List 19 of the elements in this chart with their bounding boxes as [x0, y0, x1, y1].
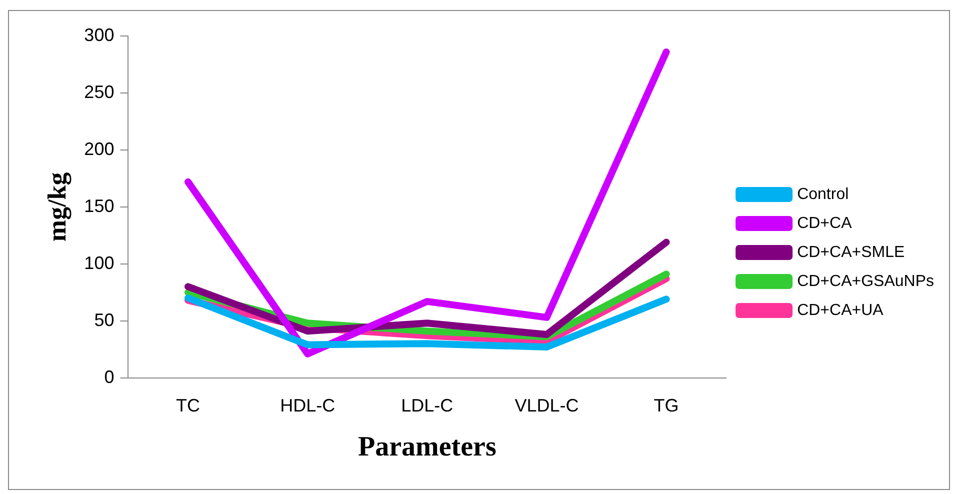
y-axis-title: mg/kg	[42, 172, 72, 242]
x-tick-label: HDL-C	[280, 396, 336, 416]
y-tick-label: 0	[104, 366, 114, 387]
x-tick-label: TG	[654, 396, 679, 416]
y-tick-label: 200	[84, 138, 114, 159]
legend-label: CD+CA	[797, 214, 852, 232]
y-tick-label: 100	[84, 252, 114, 273]
legend-label: CD+CA+UA	[797, 302, 884, 319]
y-tick-label: 250	[84, 82, 114, 102]
y-tick-label: 150	[84, 196, 114, 216]
x-tick-label: LDL-C	[401, 396, 454, 416]
legend-label: Control	[797, 186, 849, 203]
y-tick-label: 300	[84, 24, 114, 45]
legend-label: CD+CA+GSAuNPs	[797, 272, 934, 290]
y-tick-label: 50	[94, 310, 114, 330]
x-tick-label: VLDL-C	[514, 396, 579, 416]
x-axis-title: Parameters	[358, 431, 496, 462]
legend-label: CD+CA+SMLE	[797, 244, 905, 261]
x-tick-label: TC	[176, 396, 200, 416]
